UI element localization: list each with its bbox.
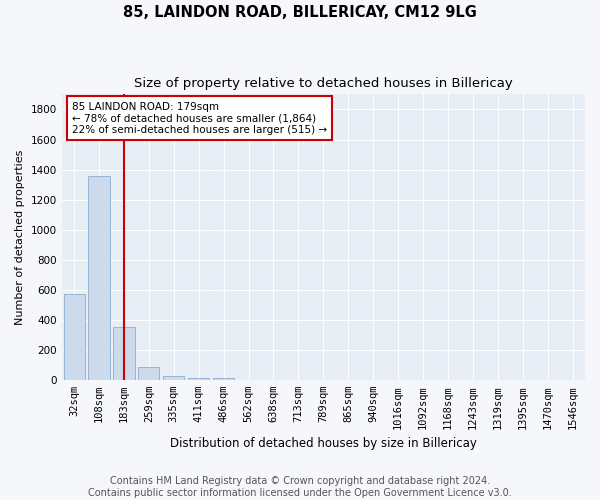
Text: 85 LAINDON ROAD: 179sqm
← 78% of detached houses are smaller (1,864)
22% of semi: 85 LAINDON ROAD: 179sqm ← 78% of detache… (72, 102, 327, 135)
Bar (113, 328, 134, 380)
Bar (88, 176, 110, 380)
Text: Contains HM Land Registry data © Crown copyright and database right 2024.
Contai: Contains HM Land Registry data © Crown c… (88, 476, 512, 498)
X-axis label: Distribution of detached houses by size in Billericay: Distribution of detached houses by size … (170, 437, 477, 450)
Bar (138, 366, 160, 380)
Bar (188, 378, 209, 380)
Bar (163, 376, 184, 380)
Text: 85, LAINDON ROAD, BILLERICAY, CM12 9LG: 85, LAINDON ROAD, BILLERICAY, CM12 9LG (123, 5, 477, 20)
Y-axis label: Number of detached properties: Number of detached properties (15, 150, 25, 325)
Bar (213, 378, 234, 380)
Title: Size of property relative to detached houses in Billericay: Size of property relative to detached ho… (134, 78, 513, 90)
Bar (64, 294, 85, 380)
